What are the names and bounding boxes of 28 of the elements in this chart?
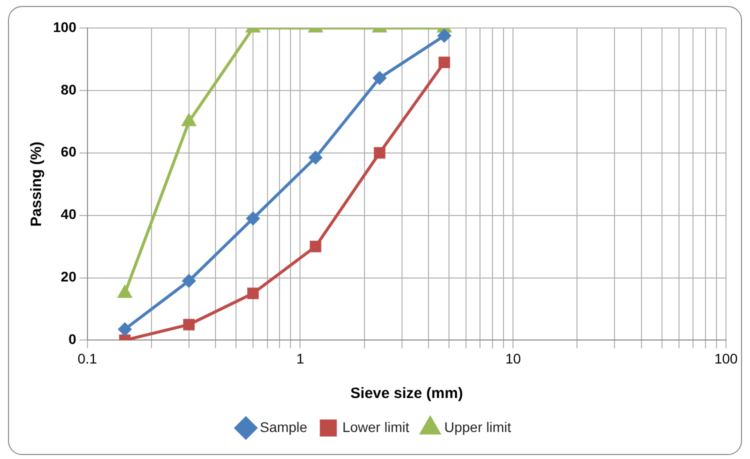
legend-label: Lower limit [342,418,410,435]
y-tick-label: 80 [60,81,77,98]
point [374,147,386,159]
point [438,56,450,68]
x-tick-label: 10 [505,350,522,366]
legend-label: Sample [260,418,308,435]
point [309,151,322,164]
point [118,322,132,336]
x-axis-title: Sieve size (mm) [350,385,463,402]
y-tick-label: 60 [60,144,77,160]
x-tick-label: 0.1 [78,350,98,366]
point [438,29,451,42]
point [247,288,259,300]
y-tick-label: 0 [68,331,77,348]
y-tick-label: 20 [60,268,77,285]
y-axis-title: Passing (%) [28,142,46,227]
y-tick-label: 100 [53,18,77,35]
point [182,114,196,126]
y-tick-label: 40 [60,206,77,222]
point [183,318,195,330]
legend-label: Upper limit [444,418,512,435]
point [118,286,132,298]
x-tick-label: 100 [714,350,738,366]
point [310,240,322,252]
point [182,274,196,288]
x-tick-label: 1 [296,350,304,366]
point [373,71,386,84]
point [246,212,260,225]
